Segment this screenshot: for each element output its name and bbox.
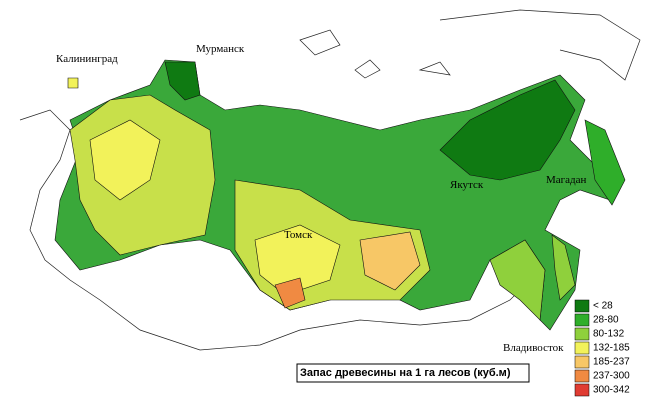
legend-label: 300-342 — [593, 385, 630, 396]
neighbor-outlines — [19, 9, 641, 351]
sakhalin — [551, 234, 576, 301]
legend-label: 80-132 — [593, 329, 625, 340]
south-orange-1 — [359, 231, 421, 291]
siberia-yellow — [254, 224, 341, 296]
legend-swatch — [574, 299, 590, 313]
north-west-dark — [164, 61, 201, 101]
city-label: Калининград — [56, 53, 118, 65]
russia-regions — [54, 59, 626, 331]
legend-label: < 28 — [593, 301, 613, 312]
legend-swatch — [574, 355, 590, 369]
legend-label: 185-237 — [593, 357, 630, 368]
far-east-light — [489, 239, 546, 321]
legend-swatch — [574, 383, 590, 397]
city-label: Магадан — [546, 174, 587, 186]
legend-swatch — [574, 341, 590, 355]
legend-label: 28-80 — [593, 315, 619, 326]
city-label: Владивосток — [503, 342, 564, 354]
legend-swatch — [574, 327, 590, 341]
city-label: Томск — [284, 229, 313, 241]
west-yellow — [89, 119, 161, 201]
north-east-dark — [439, 79, 576, 181]
map-title: Запас древесины на 1 га лесов (куб.м) — [300, 367, 511, 379]
title-box: Запас древесины на 1 га лесов (куб.м) — [296, 363, 530, 383]
legend-swatch — [574, 313, 590, 327]
south-orange-2 — [274, 277, 306, 309]
legend-label: 237-300 — [593, 371, 630, 382]
city-label: Якутск — [450, 179, 484, 191]
title-frame — [296, 363, 530, 383]
legend-label: 132-185 — [593, 343, 630, 354]
legend: < 28 28-80 80-132 132-185 185-237 237-300 300-… — [572, 296, 644, 402]
city-label: Мурманск — [196, 43, 245, 55]
kamchatka — [584, 119, 626, 206]
legend-swatch — [574, 369, 590, 383]
city-labels: Калининград Мурманск Якутск Магадан Томск Вла… — [56, 43, 587, 354]
kaliningrad-region — [67, 77, 79, 89]
